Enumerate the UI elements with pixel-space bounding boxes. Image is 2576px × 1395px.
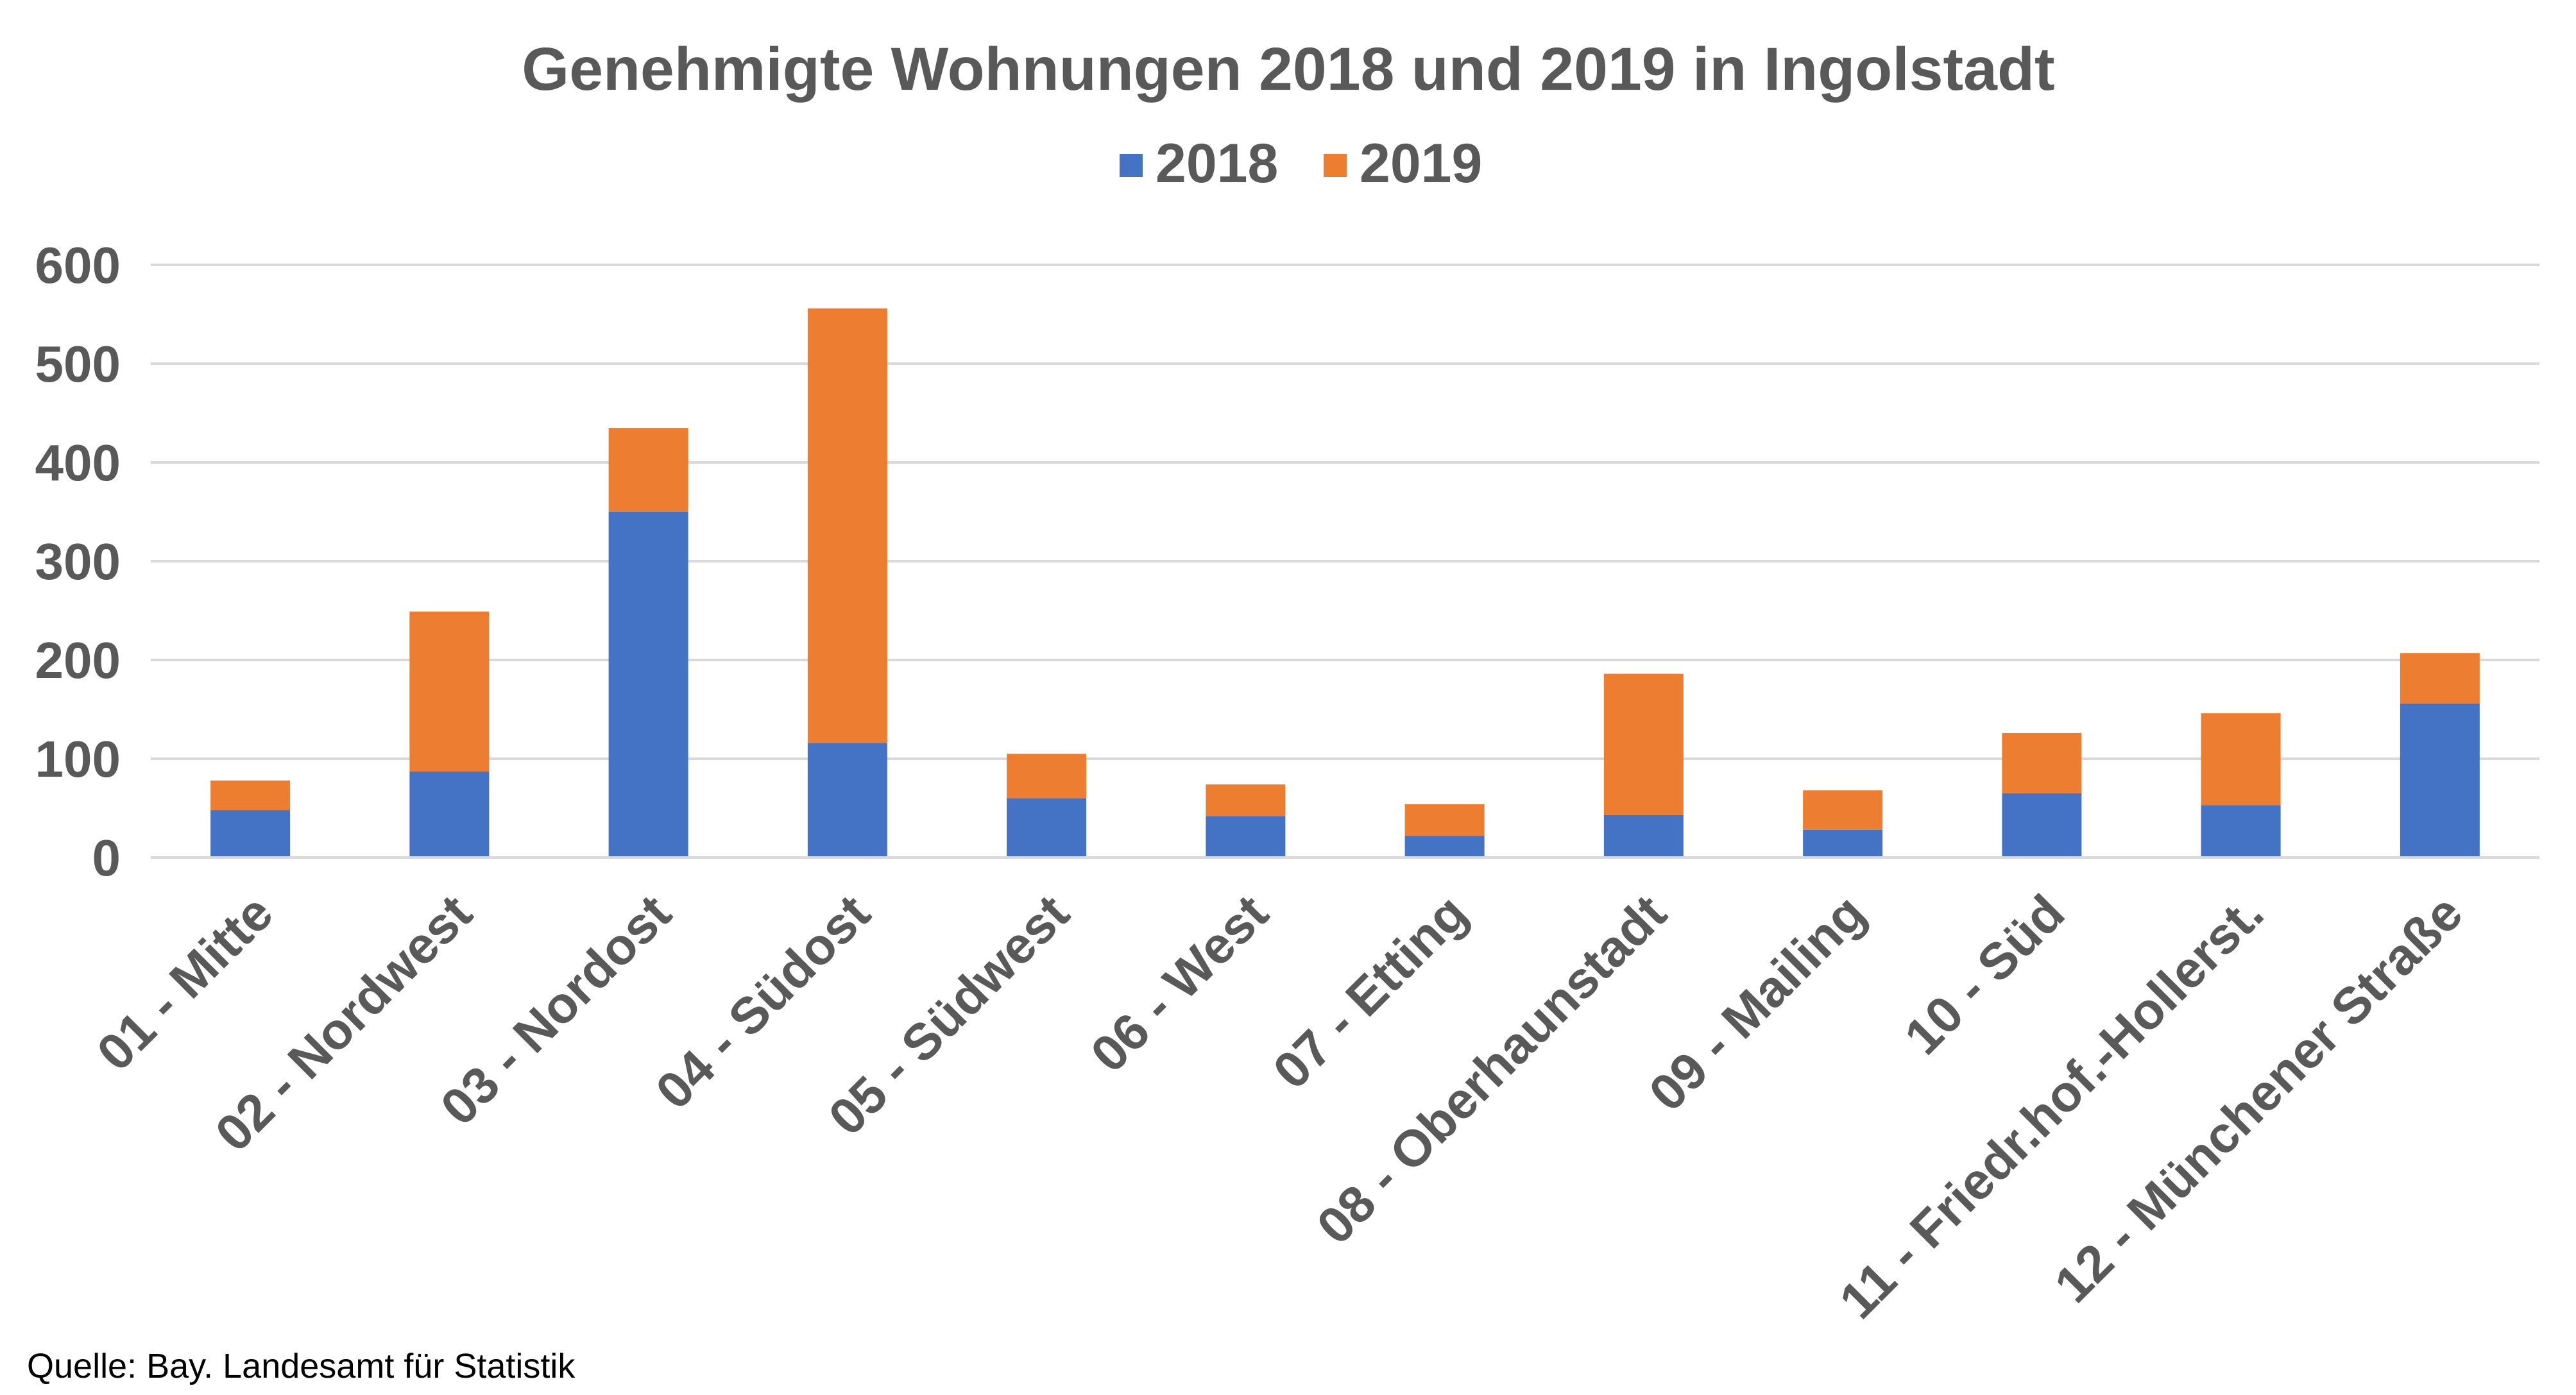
legend-label-2018: 2018 [1156, 133, 1278, 194]
bar-2018-3 [608, 512, 688, 858]
x-tick-label: 08 - Oberhaunstadt [1306, 884, 1676, 1255]
bar-2018-7 [1404, 836, 1485, 858]
x-tick-label: 06 - West [1080, 884, 1279, 1083]
bar-2019-7 [1404, 804, 1485, 836]
legend-swatch-2019 [1324, 154, 1347, 177]
y-tick-label: 400 [35, 434, 121, 491]
bar-2019-2 [409, 611, 490, 772]
bar-2019-6 [1206, 784, 1286, 816]
gridlines [151, 264, 2539, 760]
bar-2018-10 [2002, 793, 2082, 858]
bar-2018-1 [210, 810, 291, 858]
x-tick-label: 10 - Süd [1893, 884, 2075, 1065]
legend-label-2019: 2019 [1360, 133, 1482, 194]
bar-2019-5 [1007, 754, 1087, 799]
x-tick-label: 01 - Mitte [86, 884, 284, 1081]
x-tick-label: 07 - Etting [1262, 884, 1478, 1099]
y-tick-label: 500 [35, 335, 121, 393]
chart-title: Genehmigte Wohnungen 2018 und 2019 in In… [522, 35, 2054, 103]
y-tick-label: 100 [35, 731, 121, 788]
legend: 2018 2019 [1120, 133, 1482, 194]
source-note: Quelle: Bay. Landesamt für Statistik [27, 1347, 576, 1385]
bar-2018-11 [2201, 805, 2281, 858]
y-tick-label: 600 [35, 237, 121, 294]
bar-2018-4 [807, 743, 887, 858]
bar-2018-12 [2400, 703, 2480, 858]
bar-2019-4 [807, 308, 887, 743]
y-tick-label: 200 [35, 632, 121, 689]
bar-2019-11 [2201, 713, 2281, 806]
x-tick-label: 09 - Mailing [1638, 884, 1876, 1122]
bars [210, 308, 2480, 858]
bar-2018-2 [409, 772, 490, 858]
bar-2018-9 [1803, 829, 1883, 858]
bar-2018-5 [1007, 798, 1087, 858]
y-tick-label: 300 [35, 533, 121, 590]
bar-2018-8 [1603, 815, 1684, 858]
bar-2019-8 [1603, 673, 1684, 815]
bar-2019-9 [1803, 790, 1883, 830]
y-axis: 0 100 200 300 400 500 600 [35, 237, 121, 886]
bar-2019-1 [210, 780, 291, 811]
x-tick-label: 11 - Friedr.hof.-Hollerst. [1829, 884, 2274, 1330]
bar-2019-12 [2400, 653, 2480, 704]
y-tick-label: 0 [92, 829, 121, 886]
x-tick-label: 12 - Münchener Straße [2043, 884, 2473, 1314]
bar-2018-6 [1206, 816, 1286, 858]
legend-swatch-2018 [1120, 154, 1143, 177]
bar-2019-10 [2002, 732, 2082, 793]
bar-2019-3 [608, 428, 688, 512]
